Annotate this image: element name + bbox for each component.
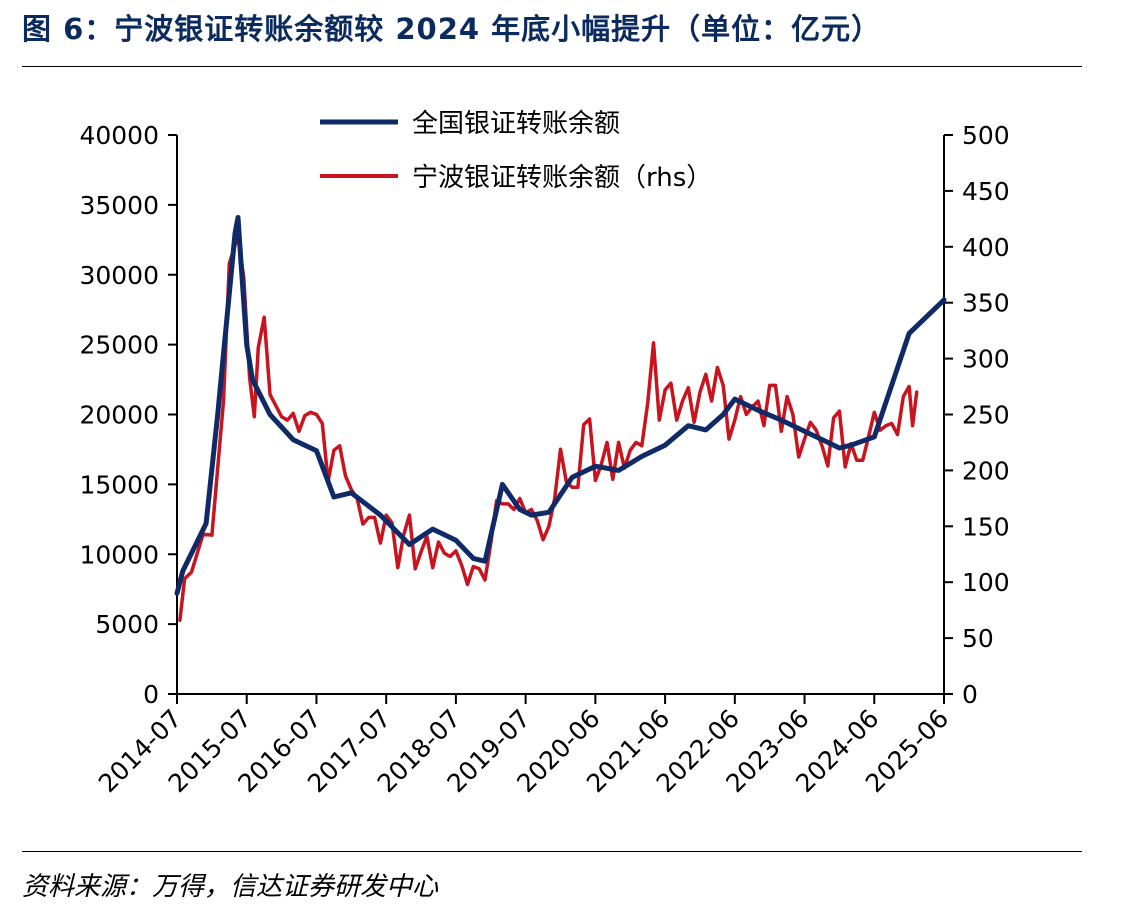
right-tick-label: 0 bbox=[962, 680, 978, 709]
left-tick-label: 30000 bbox=[79, 261, 159, 290]
line-chart: 0500010000150002000025000300003500040000… bbox=[79, 109, 1010, 798]
right-tick-label: 300 bbox=[962, 345, 1010, 374]
left-tick-label: 10000 bbox=[79, 540, 159, 569]
left-tick-label: 35000 bbox=[79, 191, 159, 220]
legend-national-label: 全国银证转账余额 bbox=[412, 109, 620, 139]
right-tick-label: 50 bbox=[962, 624, 994, 653]
right-tick-label: 150 bbox=[962, 512, 1010, 541]
right-tick-label: 100 bbox=[962, 568, 1010, 597]
chart-title: 图 6：宁波银证转账余额较 2024 年底小幅提升（单位：亿元） bbox=[22, 12, 882, 46]
right-tick-label: 200 bbox=[962, 456, 1010, 485]
right-tick-label: 500 bbox=[962, 121, 1010, 150]
source-divider bbox=[22, 851, 1082, 852]
legend-ningbo-label: 宁波银证转账余额（rhs） bbox=[412, 163, 712, 193]
national-balance-line bbox=[174, 215, 947, 596]
left-tick-label: 5000 bbox=[95, 610, 159, 639]
right-tick-label: 350 bbox=[962, 289, 1010, 318]
right-tick-label: 400 bbox=[962, 233, 1010, 262]
left-tick-label: 20000 bbox=[79, 401, 159, 430]
source-note: 资料来源：万得，信达证券研发中心 bbox=[22, 872, 439, 902]
left-tick-label: 25000 bbox=[79, 331, 159, 360]
ningbo-balance-line bbox=[178, 233, 919, 622]
right-tick-label: 450 bbox=[962, 177, 1010, 206]
right-tick-label: 250 bbox=[962, 401, 1010, 430]
title-divider bbox=[22, 66, 1082, 67]
left-tick-label: 15000 bbox=[79, 470, 159, 499]
left-tick-label: 0 bbox=[143, 680, 159, 709]
left-tick-label: 40000 bbox=[79, 121, 159, 150]
chart-series bbox=[174, 215, 947, 622]
